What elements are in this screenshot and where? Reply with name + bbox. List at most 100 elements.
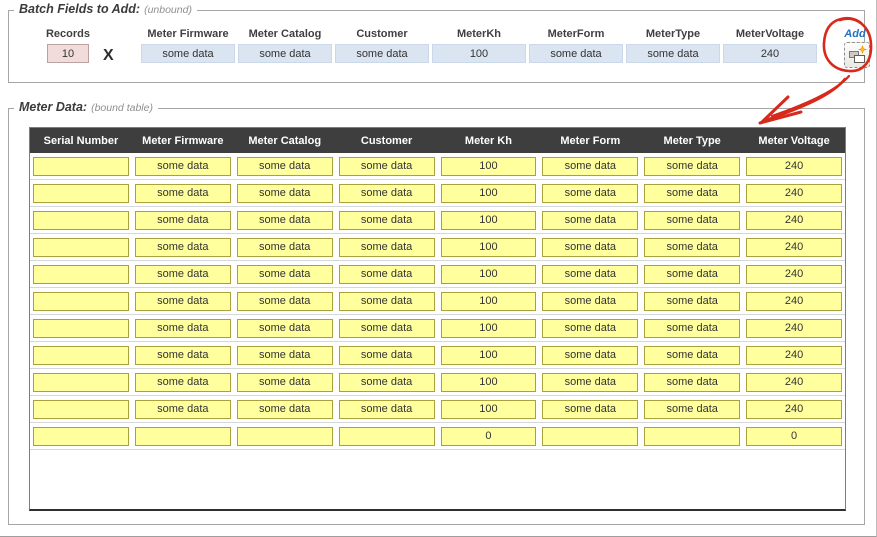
table-cell-input[interactable] [33, 156, 129, 176]
table-cell-input[interactable]: some data [236, 318, 333, 338]
table-cell-input[interactable]: some data [644, 372, 741, 392]
table-cell-input[interactable]: some data [134, 345, 231, 365]
table-cell-input[interactable]: 240 [746, 318, 842, 338]
table-cell-input[interactable]: some data [134, 210, 231, 230]
table-cell-input[interactable] [33, 210, 129, 230]
table-cell-input[interactable]: some data [644, 264, 741, 284]
table-cell-input[interactable]: some data [644, 237, 741, 257]
table-cell-input[interactable]: some data [236, 210, 333, 230]
table-cell-input[interactable]: some data [338, 318, 435, 338]
table-cell-input[interactable]: some data [134, 156, 231, 176]
table-cell-input[interactable]: some data [542, 372, 639, 392]
table-cell-input[interactable]: some data [542, 156, 639, 176]
table-cell-input[interactable]: some data [236, 264, 333, 284]
table-cell-input[interactable]: 240 [746, 399, 842, 419]
table-cell-input[interactable]: 100 [440, 372, 537, 392]
table-cell-input[interactable]: 100 [440, 264, 537, 284]
table-cell-input[interactable]: some data [542, 399, 639, 419]
batch-field-input[interactable]: some data [335, 44, 429, 63]
table-cell-input[interactable]: 100 [440, 291, 537, 311]
table-cell-input[interactable]: some data [134, 372, 231, 392]
table-cell-input[interactable]: some data [338, 291, 435, 311]
table-cell-input[interactable]: 240 [746, 183, 842, 203]
table-cell-input[interactable]: some data [338, 372, 435, 392]
table-cell-input[interactable]: some data [134, 183, 231, 203]
table-cell-wrap: some data [641, 210, 743, 230]
add-button[interactable] [843, 42, 870, 68]
table-cell-input[interactable] [338, 426, 435, 446]
table-cell-input[interactable] [33, 291, 129, 311]
table-cell-input[interactable] [33, 237, 129, 257]
table-cell-input[interactable] [134, 426, 231, 446]
table-cell-input[interactable]: 240 [746, 156, 842, 176]
table-cell-input[interactable]: 0 [440, 426, 537, 446]
table-cell-input[interactable]: some data [338, 210, 435, 230]
table-cell-input[interactable]: some data [236, 291, 333, 311]
table-cell-input[interactable]: some data [542, 318, 639, 338]
table-cell-input[interactable] [33, 372, 129, 392]
table-cell-input[interactable]: some data [644, 345, 741, 365]
table-cell-input[interactable]: some data [542, 237, 639, 257]
table-cell-input[interactable]: some data [236, 372, 333, 392]
table-cell-input[interactable]: some data [134, 237, 231, 257]
table-cell-input[interactable]: some data [644, 210, 741, 230]
table-cell-input[interactable]: 240 [746, 291, 842, 311]
table-cell-input[interactable]: some data [644, 156, 741, 176]
records-input[interactable]: 10 [47, 44, 89, 63]
table-cell-input[interactable]: some data [542, 183, 639, 203]
table-cell-input[interactable]: 100 [440, 237, 537, 257]
table-cell-input[interactable]: 0 [746, 426, 842, 446]
table-cell-input[interactable]: some data [236, 156, 333, 176]
batch-field-input[interactable]: some data [626, 44, 720, 63]
table-cell-input[interactable]: some data [338, 345, 435, 365]
table-cell-input[interactable]: some data [644, 291, 741, 311]
table-cell-input[interactable]: some data [236, 399, 333, 419]
table-cell-input[interactable]: some data [236, 237, 333, 257]
batch-field-input[interactable]: some data [141, 44, 235, 63]
add-link-label[interactable]: Add [844, 28, 866, 40]
table-cell-input[interactable]: some data [644, 318, 741, 338]
table-cell-input[interactable]: 100 [440, 183, 537, 203]
table-cell-input[interactable]: 100 [440, 399, 537, 419]
batch-field-input[interactable]: some data [238, 44, 332, 63]
table-cell-input[interactable] [236, 426, 333, 446]
table-cell-input[interactable]: 240 [746, 264, 842, 284]
table-cell-input[interactable]: some data [134, 399, 231, 419]
table-cell-input[interactable]: some data [236, 345, 333, 365]
table-cell-input[interactable] [33, 426, 129, 446]
table-cell-input[interactable]: 240 [746, 237, 842, 257]
table-cell-input[interactable] [644, 426, 741, 446]
table-cell-input[interactable]: 240 [746, 372, 842, 392]
table-cell-input[interactable]: 100 [440, 318, 537, 338]
table-cell-input[interactable]: some data [644, 183, 741, 203]
table-cell-input[interactable]: some data [542, 291, 639, 311]
batch-field-input[interactable]: 100 [432, 44, 526, 63]
table-cell-input[interactable]: some data [338, 399, 435, 419]
table-cell-input[interactable]: some data [542, 345, 639, 365]
table-cell-input[interactable]: 240 [746, 345, 842, 365]
table-cell-input[interactable]: some data [236, 183, 333, 203]
table-cell-input[interactable]: 240 [746, 210, 842, 230]
table-cell-input[interactable] [33, 345, 129, 365]
table-cell-input[interactable] [33, 264, 129, 284]
batch-field-input[interactable]: some data [529, 44, 623, 63]
table-cell-input[interactable]: some data [338, 264, 435, 284]
table-cell-input[interactable]: 100 [440, 210, 537, 230]
table-cell-input[interactable] [542, 426, 639, 446]
table-cell-input[interactable]: some data [338, 237, 435, 257]
table-cell-input[interactable] [33, 183, 129, 203]
batch-field-input[interactable]: 240 [723, 44, 817, 63]
table-cell-input[interactable]: some data [134, 291, 231, 311]
table-cell-input[interactable] [33, 318, 129, 338]
table-cell-wrap: 240 [743, 345, 845, 365]
table-cell-input[interactable]: some data [338, 183, 435, 203]
table-cell-input[interactable]: some data [542, 210, 639, 230]
table-cell-input[interactable]: some data [134, 264, 231, 284]
table-cell-input[interactable]: 100 [440, 156, 537, 176]
table-cell-input[interactable]: 100 [440, 345, 537, 365]
table-cell-input[interactable]: some data [542, 264, 639, 284]
table-cell-input[interactable] [33, 399, 129, 419]
table-cell-input[interactable]: some data [338, 156, 435, 176]
table-cell-input[interactable]: some data [644, 399, 741, 419]
table-cell-input[interactable]: some data [134, 318, 231, 338]
